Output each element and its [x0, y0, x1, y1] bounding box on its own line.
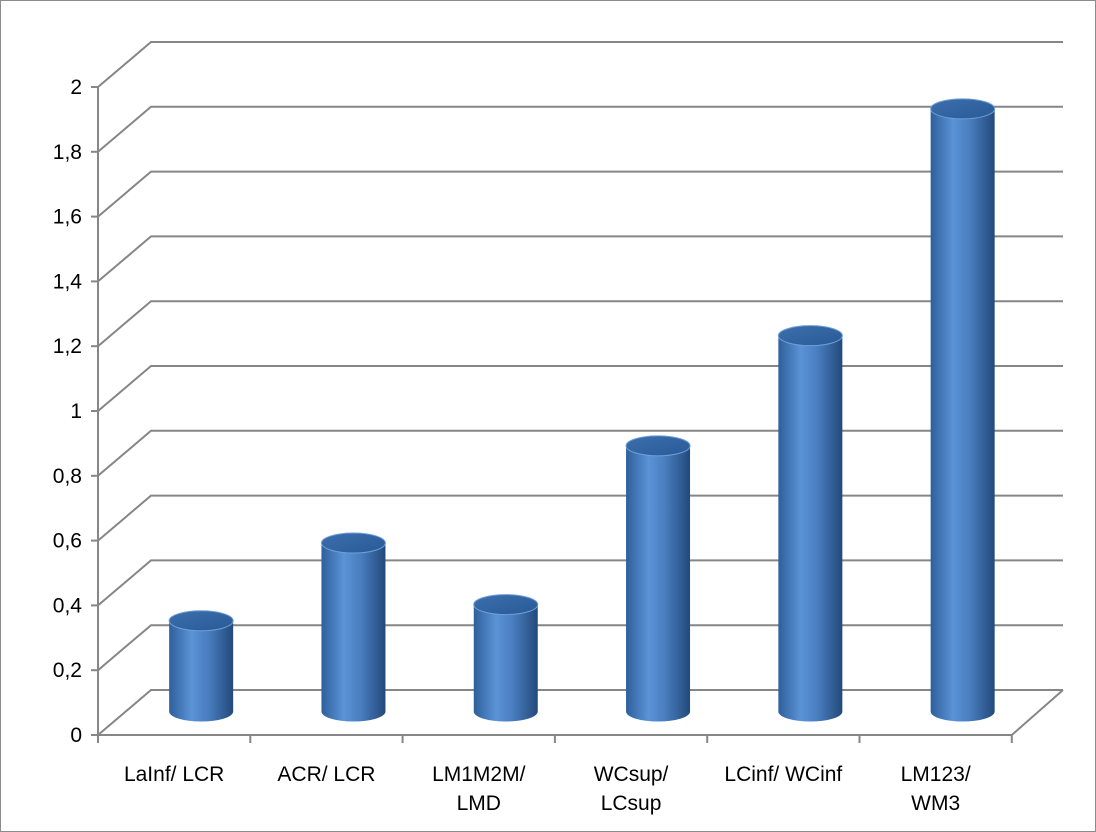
bar-body — [321, 543, 386, 722]
bars — [168, 98, 996, 722]
bar-body — [169, 620, 234, 722]
x-category-label: LCsup — [601, 792, 662, 815]
bar-body — [930, 108, 995, 722]
x-category-label: LM123/ — [901, 763, 971, 786]
gridline — [97, 365, 1063, 412]
bar-top — [320, 532, 386, 554]
y-tick-label: 1,6 — [53, 206, 82, 229]
bar — [777, 325, 843, 722]
y-tick-label: 0,4 — [53, 594, 83, 617]
bar — [168, 610, 234, 722]
y-tick-label: 0,2 — [53, 659, 82, 682]
floor-edge — [98, 689, 1064, 736]
bar-body — [473, 604, 538, 722]
gridline — [97, 494, 1063, 542]
y-tick-label: 2 — [70, 76, 82, 99]
x-category-label: LaInf/ LCR — [124, 763, 224, 786]
bar-body — [626, 445, 691, 722]
bar — [320, 532, 386, 722]
bar — [625, 435, 691, 722]
bar-top — [777, 325, 843, 347]
y-tick-label: 0,6 — [53, 530, 82, 553]
bar-top — [473, 594, 539, 616]
y-tick-label: 1,2 — [53, 335, 82, 358]
axes — [91, 86, 1064, 743]
bar — [930, 98, 996, 722]
bar-top — [625, 435, 691, 457]
gridline — [97, 235, 1063, 283]
gridline — [97, 170, 1063, 218]
gridline — [97, 624, 1063, 671]
gridline — [97, 300, 1063, 347]
y-tick-label: 1,8 — [53, 141, 82, 164]
y-tick-label: 0,8 — [53, 465, 82, 488]
bar-top — [930, 98, 996, 120]
y-tick-label: 0 — [70, 724, 82, 747]
gridline — [97, 41, 1063, 88]
gridline — [97, 689, 1063, 736]
x-category-label: WM3 — [911, 792, 960, 815]
x-category-label: WCsup/ — [594, 763, 669, 786]
x-category-label: LMD — [457, 792, 501, 815]
y-tick-label: 1 — [70, 400, 82, 423]
x-category-label: LM1M2M/ — [432, 763, 526, 786]
gridlines — [97, 41, 1063, 736]
gridline — [97, 559, 1063, 607]
bar-top — [168, 610, 234, 632]
bar — [473, 594, 539, 722]
x-category-label: ACR/ LCR — [277, 763, 375, 786]
bar-body — [778, 335, 843, 722]
labels: 0 0,2 0,4 0,6 0,8 1 1,2 1,4 1,6 1,8 2 LaInf/ LCR ACR… — [53, 76, 971, 815]
y-tick-label: 1,4 — [53, 270, 83, 293]
gridline — [97, 105, 1063, 153]
gridline — [97, 429, 1063, 477]
x-category-label: LCinf/ WCinf — [724, 763, 842, 786]
